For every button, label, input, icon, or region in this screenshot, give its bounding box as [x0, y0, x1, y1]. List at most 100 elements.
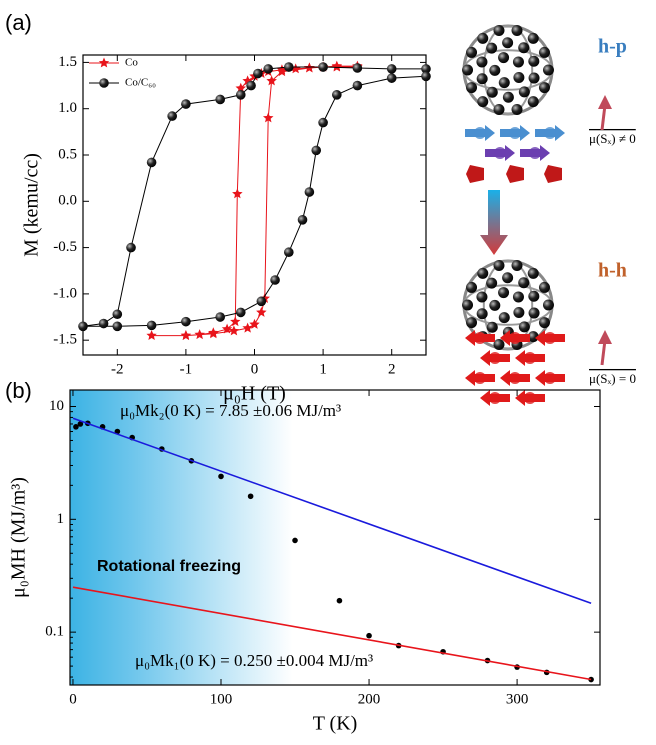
data-point: [246, 80, 256, 91]
carbon-atom: [518, 321, 530, 333]
carbon-atom: [512, 291, 524, 303]
data-point: [366, 632, 372, 639]
carbon-atom: [538, 46, 550, 58]
data-point: [181, 99, 191, 109]
carbon-atom: [512, 56, 524, 68]
data-point: [146, 330, 157, 340]
carbon-atom: [476, 291, 488, 303]
x-tick-label: 200: [358, 691, 381, 707]
plot-frame: [69, 389, 601, 686]
carbon-atom: [462, 64, 474, 76]
data-point: [270, 275, 280, 285]
carbon-atom: [486, 42, 498, 54]
data-point: [249, 318, 260, 329]
data-point: [256, 296, 267, 307]
data-point: [230, 316, 241, 327]
carbon-atom: [542, 299, 554, 311]
x-axis-label: T (K): [313, 713, 358, 735]
cage: [482, 25, 534, 115]
carbon-atom: [527, 32, 539, 44]
data-point: [247, 493, 254, 500]
data-point: [112, 321, 123, 332]
data-point: [266, 75, 277, 86]
data-point: [180, 330, 192, 340]
data-point: [332, 90, 342, 100]
data-point: [421, 64, 431, 74]
carbon-atom: [466, 317, 478, 329]
x-tick-label: 0: [251, 361, 259, 377]
y-tick-label: 1: [57, 511, 65, 527]
carbon-atom: [528, 72, 540, 84]
x-tick-label: 300: [506, 691, 529, 707]
panel-label: (a): [5, 10, 32, 35]
freezing-region: [70, 390, 600, 685]
carbon-atom: [528, 307, 540, 319]
carbon-atom: [489, 64, 501, 76]
series-line: [72, 417, 592, 605]
x-axis-label: μ₀H (T): [223, 383, 286, 405]
data-point: [98, 318, 109, 329]
carbon-atom: [489, 299, 501, 311]
y-axis-label: M (kemu/cc): [21, 153, 43, 257]
transition-arrow: [480, 190, 508, 255]
moment-arrow: [600, 104, 607, 131]
moment-label: μ(Sₓ) = 0: [589, 371, 636, 386]
spin-arrow: [509, 127, 521, 139]
carbon-atom: [476, 73, 488, 85]
carbon-atom: [477, 267, 489, 279]
spin-arrow: [509, 332, 521, 344]
carbon-atom: [538, 317, 550, 329]
carbon-atom: [511, 260, 523, 272]
carbon-atom: [528, 290, 540, 302]
spin-arrow: [529, 147, 541, 159]
data-point: [331, 60, 343, 71]
carbon-atom: [538, 82, 550, 94]
carbon-atom: [486, 277, 498, 289]
data-point: [235, 307, 246, 318]
data-point: [386, 73, 397, 83]
spin-arrow: [544, 332, 556, 344]
carbon-atom: [466, 82, 478, 94]
x-tick-label: 2: [388, 361, 396, 377]
data-point: [235, 82, 246, 93]
spin-arrow: [509, 372, 521, 384]
y-tick-label: -0.5: [53, 239, 77, 255]
plot-frame: [82, 54, 427, 356]
carbon-atom: [527, 96, 539, 108]
y-tick-label: 10: [49, 398, 64, 414]
data-point: [386, 64, 397, 74]
carbon-atom: [493, 338, 505, 350]
moment-arrow: [600, 339, 607, 366]
carbon-atom: [527, 267, 539, 279]
spin-arrow: [544, 372, 556, 384]
carbon-atom: [528, 55, 540, 67]
data-point: [292, 537, 298, 544]
data-point: [318, 117, 328, 128]
carbon-atom: [493, 103, 505, 115]
carbon-atom: [502, 37, 514, 49]
moment-arrow: [598, 330, 612, 344]
carbon-atom: [527, 331, 539, 343]
data-point: [208, 328, 219, 339]
data-point: [215, 312, 225, 322]
carbon-atom: [476, 56, 488, 68]
y-tick-label: -1.5: [53, 332, 77, 348]
carbon-atom: [542, 64, 554, 76]
data-point: [194, 329, 205, 340]
carbon-atom: [486, 86, 498, 98]
carbon-atom: [538, 281, 550, 293]
carbon-atom: [518, 86, 530, 98]
data-point: [77, 421, 84, 427]
carbon-atom: [518, 42, 530, 54]
carbon-atom: [493, 260, 505, 272]
carbon-atom: [462, 299, 474, 311]
annotation: Rotational freezing: [97, 558, 241, 575]
carbon-atom: [502, 91, 514, 103]
carbon-atom: [511, 25, 523, 37]
series-line: [72, 586, 592, 681]
data-point: [352, 63, 363, 73]
data-point: [263, 64, 274, 74]
data-point: [421, 71, 431, 82]
carbon-atom: [466, 46, 478, 58]
